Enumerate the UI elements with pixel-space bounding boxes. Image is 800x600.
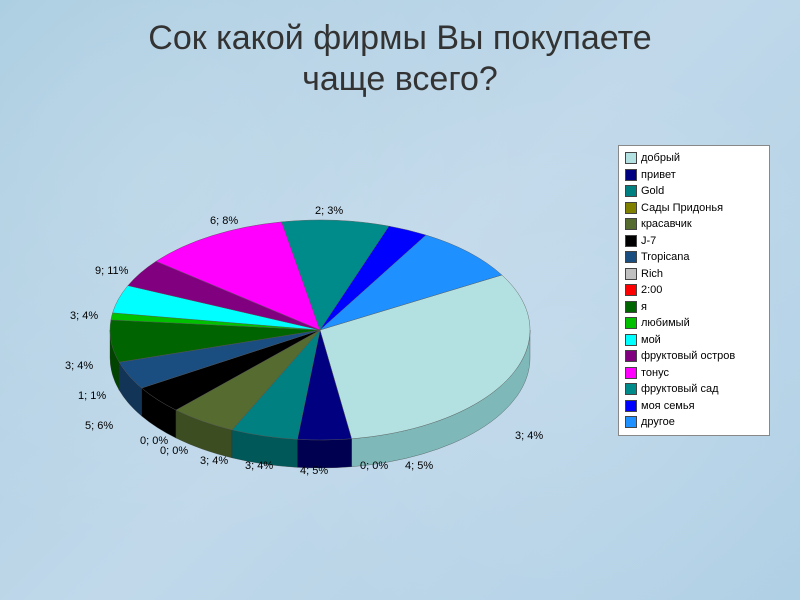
legend-item: тонус bbox=[625, 365, 763, 382]
legend-item: 2:00 bbox=[625, 282, 763, 299]
legend-item: фруктовый сад bbox=[625, 381, 763, 398]
legend-swatch bbox=[625, 383, 637, 395]
title-line-1: Сок какой фирмы Вы покупаете bbox=[148, 19, 651, 57]
legend-swatch bbox=[625, 367, 637, 379]
legend-swatch bbox=[625, 251, 637, 263]
legend-label: привет bbox=[641, 167, 676, 184]
legend-item: фруктовый остров bbox=[625, 348, 763, 365]
slice-label: 1; 1% bbox=[78, 390, 106, 402]
legend-swatch bbox=[625, 284, 637, 296]
slice-label: 9; 11% bbox=[95, 265, 128, 277]
slice-label: 4; 5% bbox=[405, 460, 433, 472]
legend-item: Сады Придонья bbox=[625, 200, 763, 217]
legend-swatch bbox=[625, 317, 637, 329]
slice-label: 3; 4% bbox=[245, 460, 273, 472]
legend-label: фруктовый остров bbox=[641, 348, 735, 365]
legend-label: другое bbox=[641, 414, 675, 431]
legend-label: красавчик bbox=[641, 216, 692, 233]
legend-label: мой bbox=[641, 332, 661, 349]
legend-label: J-7 bbox=[641, 233, 656, 250]
legend-label: фруктовый сад bbox=[641, 381, 719, 398]
legend-swatch bbox=[625, 235, 637, 247]
legend-label: Gold bbox=[641, 183, 664, 200]
legend-swatch bbox=[625, 301, 637, 313]
slice-label: 4; 5% bbox=[300, 465, 328, 477]
slice-label: 0; 0% bbox=[140, 435, 168, 447]
legend-item: привет bbox=[625, 167, 763, 184]
legend-item: добрый bbox=[625, 150, 763, 167]
legend-item: J-7 bbox=[625, 233, 763, 250]
legend-label: Rich bbox=[641, 266, 663, 283]
legend-label: моя семья bbox=[641, 398, 695, 415]
legend-item: моя семья bbox=[625, 398, 763, 415]
slice-label: 5; 6% bbox=[85, 420, 113, 432]
legend-item: Tropicana bbox=[625, 249, 763, 266]
legend-swatch bbox=[625, 152, 637, 164]
slice-label: 3; 4% bbox=[65, 360, 93, 372]
title-line-2: чаще всего? bbox=[302, 60, 498, 98]
chart-title: Сок какой фирмы Вы покупаете чаще всего? bbox=[0, 0, 800, 100]
legend-item: Gold bbox=[625, 183, 763, 200]
legend-swatch bbox=[625, 334, 637, 346]
legend-label: тонус bbox=[641, 365, 669, 382]
chart-legend: добрыйприветGoldСады ПридоньякрасавчикJ-… bbox=[618, 145, 770, 436]
pie-chart: 3; 4%4; 5%0; 0%4; 5%3; 4%3; 4%0; 0%0; 0%… bbox=[60, 180, 580, 520]
legend-item: другое bbox=[625, 414, 763, 431]
legend-label: Сады Придонья bbox=[641, 200, 723, 217]
legend-swatch bbox=[625, 169, 637, 181]
legend-swatch bbox=[625, 185, 637, 197]
slice-label: 3; 4% bbox=[515, 430, 543, 442]
legend-swatch bbox=[625, 268, 637, 280]
slice-label: 3; 4% bbox=[200, 455, 228, 467]
legend-label: я bbox=[641, 299, 647, 316]
slice-label: 6; 8% bbox=[210, 215, 238, 227]
slice-label: 2; 3% bbox=[315, 205, 343, 217]
legend-item: любимый bbox=[625, 315, 763, 332]
legend-swatch bbox=[625, 202, 637, 214]
legend-label: добрый bbox=[641, 150, 680, 167]
legend-label: Tropicana bbox=[641, 249, 690, 266]
legend-item: мой bbox=[625, 332, 763, 349]
legend-swatch bbox=[625, 416, 637, 428]
legend-label: 2:00 bbox=[641, 282, 662, 299]
legend-item: красавчик bbox=[625, 216, 763, 233]
legend-label: любимый bbox=[641, 315, 690, 332]
legend-swatch bbox=[625, 218, 637, 230]
legend-swatch bbox=[625, 350, 637, 362]
legend-item: Rich bbox=[625, 266, 763, 283]
slice-label: 3; 4% bbox=[70, 310, 98, 322]
legend-item: я bbox=[625, 299, 763, 316]
legend-swatch bbox=[625, 400, 637, 412]
slice-label: 0; 0% bbox=[360, 460, 388, 472]
